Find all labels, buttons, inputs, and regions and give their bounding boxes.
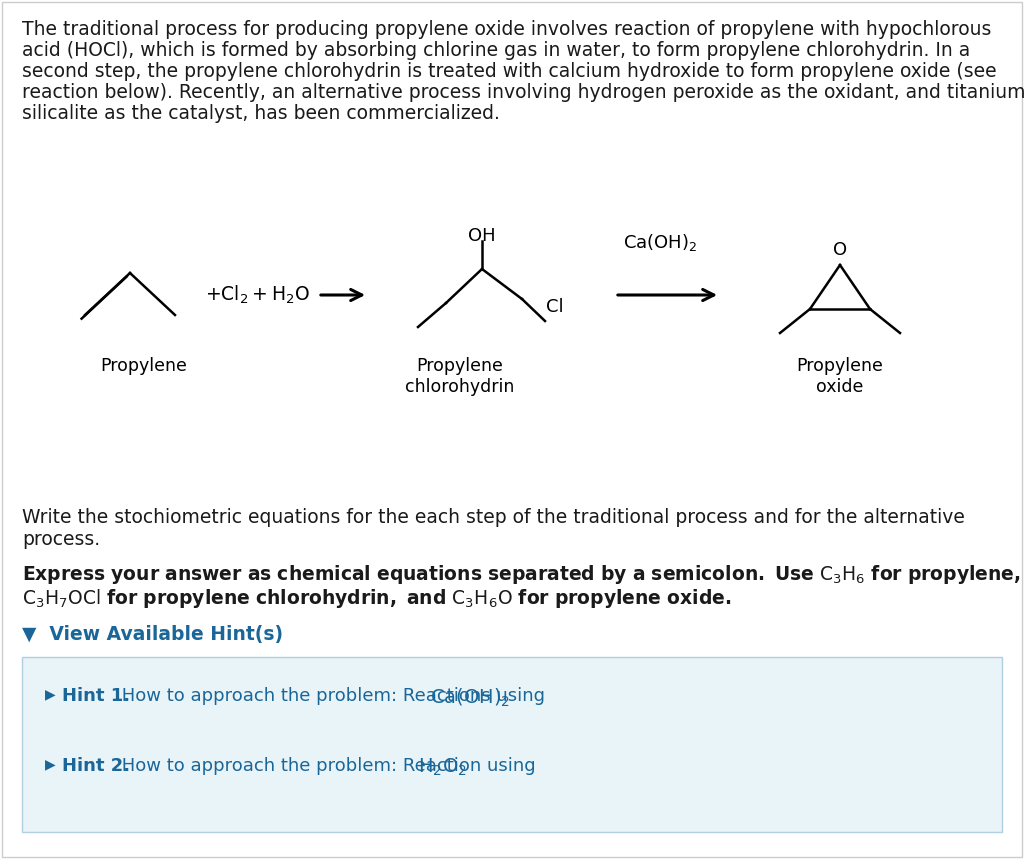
Text: Hint 2.: Hint 2. [62, 757, 130, 775]
Text: silicalite as the catalyst, has been commercialized.: silicalite as the catalyst, has been com… [22, 104, 500, 123]
Text: reaction below). Recently, an alternative process involving hydrogen peroxide as: reaction below). Recently, an alternativ… [22, 83, 1024, 102]
Text: $\mathrm{Ca(OH)_2}$: $\mathrm{Ca(OH)_2}$ [430, 687, 510, 710]
Text: ▶: ▶ [45, 757, 55, 771]
Text: Cl: Cl [546, 298, 563, 316]
Text: acid (HOCl), which is formed by absorbing chlorine gas in water, to form propyle: acid (HOCl), which is formed by absorbin… [22, 41, 971, 60]
Text: How to approach the problem: Reactions using: How to approach the problem: Reactions u… [116, 687, 551, 705]
Text: How to approach the problem: Reaction using: How to approach the problem: Reaction us… [116, 757, 542, 775]
Text: $\mathbf{Express\ your\ answer\ as\ chemical\ equations\ separated\ by\ a\ semic: $\mathbf{Express\ your\ answer\ as\ chem… [22, 563, 1021, 586]
Text: $\mathrm{H_2O_2}$: $\mathrm{H_2O_2}$ [418, 757, 467, 778]
Text: The traditional process for producing propylene oxide involves reaction of propy: The traditional process for producing pr… [22, 20, 991, 39]
Text: second step, the propylene chlorohydrin is treated with calcium hydroxide to for: second step, the propylene chlorohydrin … [22, 62, 996, 81]
Text: ▼  View Available Hint(s): ▼ View Available Hint(s) [22, 625, 283, 644]
Text: Propylene: Propylene [100, 357, 186, 375]
Text: O: O [833, 241, 847, 259]
Text: $\mathregular{Ca(OH)_2}$: $\mathregular{Ca(OH)_2}$ [623, 232, 697, 253]
Text: OH: OH [468, 227, 496, 245]
Text: $\mathregular{+ Cl_2 + H_2O}$: $\mathregular{+ Cl_2 + H_2O}$ [205, 283, 310, 306]
Text: Hint 1.: Hint 1. [62, 687, 130, 705]
FancyBboxPatch shape [22, 657, 1002, 832]
Text: Propylene
oxide: Propylene oxide [797, 357, 884, 396]
Text: process.: process. [22, 530, 100, 549]
Text: Propylene
chlorohydrin: Propylene chlorohydrin [406, 357, 515, 396]
Text: Write the stochiometric equations for the each step of the traditional process a: Write the stochiometric equations for th… [22, 508, 965, 527]
Text: ▶: ▶ [45, 687, 55, 701]
Text: $\mathregular{C_3H_7OCl}\mathbf{\ for\ propylene\ chlorohydrin,\ and\ }\mathregu: $\mathregular{C_3H_7OCl}\mathbf{\ for\ p… [22, 587, 731, 610]
